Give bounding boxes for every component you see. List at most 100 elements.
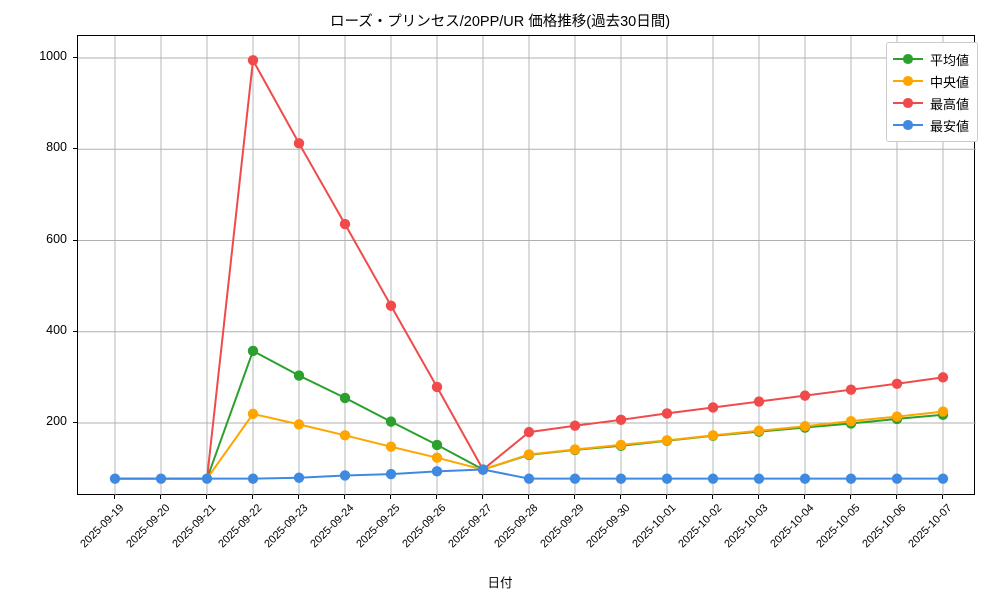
y-tick-mark bbox=[73, 148, 77, 150]
plot-area bbox=[77, 35, 976, 496]
data-point bbox=[661, 473, 673, 484]
y-tick-label: 800 bbox=[46, 140, 67, 155]
data-point bbox=[799, 473, 811, 484]
data-point bbox=[937, 473, 949, 484]
x-axis-label: 日付 bbox=[487, 576, 513, 590]
data-point bbox=[339, 218, 351, 230]
data-point bbox=[247, 473, 259, 484]
data-point bbox=[615, 473, 627, 484]
data-point bbox=[799, 420, 811, 432]
data-point bbox=[385, 416, 397, 427]
data-point bbox=[385, 300, 397, 311]
y-tick-mark bbox=[73, 330, 77, 332]
x-tick-mark bbox=[298, 495, 299, 499]
y-tick-label: 400 bbox=[46, 322, 67, 337]
data-point bbox=[845, 384, 857, 395]
data-point bbox=[523, 473, 535, 484]
data-point bbox=[569, 473, 581, 484]
legend-item-3[interactable]: 最安値 bbox=[892, 114, 969, 136]
data-point bbox=[523, 426, 535, 438]
x-tick-mark bbox=[804, 495, 805, 499]
data-point bbox=[707, 473, 719, 484]
x-tick-mark bbox=[528, 495, 529, 499]
data-point bbox=[661, 435, 673, 446]
y-tick-label: 1000 bbox=[39, 49, 67, 63]
data-point bbox=[247, 55, 259, 66]
x-tick-mark bbox=[390, 495, 391, 499]
data-point bbox=[707, 430, 719, 441]
data-point bbox=[661, 408, 673, 419]
data-point bbox=[753, 473, 765, 484]
data-point bbox=[891, 378, 903, 389]
legend-item-2[interactable]: 最高値 bbox=[892, 92, 969, 114]
data-point bbox=[615, 439, 627, 451]
data-point bbox=[753, 396, 765, 407]
legend-marker-icon bbox=[892, 74, 923, 88]
y-tick-mark bbox=[73, 239, 77, 241]
legend-label: 最高値 bbox=[929, 96, 969, 112]
x-tick-mark bbox=[758, 495, 759, 499]
data-point bbox=[523, 449, 535, 460]
data-point bbox=[155, 473, 167, 484]
data-point bbox=[431, 452, 443, 463]
legend-marker-icon bbox=[892, 52, 923, 66]
data-point bbox=[431, 381, 443, 393]
x-tick-mark bbox=[620, 495, 621, 499]
data-point bbox=[339, 470, 351, 481]
y-tick-label: 600 bbox=[46, 231, 67, 246]
data-point bbox=[247, 408, 259, 420]
data-point bbox=[431, 439, 443, 451]
data-point bbox=[707, 402, 719, 413]
data-point bbox=[569, 444, 581, 455]
x-tick-mark bbox=[344, 495, 345, 499]
data-point bbox=[339, 392, 351, 404]
legend-label: 平均値 bbox=[929, 52, 969, 68]
data-point bbox=[569, 420, 581, 431]
data-point bbox=[891, 411, 903, 422]
x-tick-mark bbox=[482, 495, 483, 499]
data-point bbox=[385, 468, 397, 480]
y-tick-label: 200 bbox=[46, 414, 67, 428]
x-tick-mark bbox=[160, 495, 161, 499]
legend-marker-icon bbox=[892, 96, 923, 110]
y-tick-mark bbox=[73, 422, 77, 423]
legend: 平均値中央値最高値最安値 bbox=[885, 42, 978, 142]
x-tick-mark bbox=[114, 495, 115, 499]
grid-lines bbox=[78, 36, 976, 496]
x-tick-mark bbox=[712, 495, 713, 499]
data-series-layer bbox=[109, 55, 949, 484]
legend-item-0[interactable]: 平均値 bbox=[892, 48, 969, 70]
series-line-1 bbox=[114, 410, 944, 480]
data-point bbox=[845, 415, 857, 427]
data-point bbox=[201, 473, 213, 484]
x-tick-mark bbox=[850, 495, 851, 499]
data-point bbox=[477, 464, 489, 475]
data-point bbox=[293, 138, 305, 149]
x-tick-mark bbox=[942, 495, 943, 499]
data-point bbox=[385, 441, 397, 452]
data-point bbox=[293, 419, 305, 430]
legend-marker-icon bbox=[892, 118, 923, 132]
legend-item-1[interactable]: 中央値 bbox=[892, 70, 969, 92]
data-point bbox=[615, 414, 627, 426]
data-point bbox=[109, 473, 121, 484]
y-tick-mark bbox=[73, 57, 77, 58]
data-point bbox=[753, 425, 765, 436]
legend-label: 最安値 bbox=[929, 118, 969, 134]
chart-title: ローズ・プリンセス/20PP/UR 価格推移(過去30日間) bbox=[329, 14, 671, 30]
x-tick-mark bbox=[252, 495, 253, 499]
x-tick-mark bbox=[436, 495, 437, 499]
x-tick-mark bbox=[206, 495, 207, 499]
legend-label: 中央値 bbox=[929, 74, 969, 90]
x-tick-mark bbox=[666, 495, 667, 499]
series-line-2 bbox=[114, 59, 944, 480]
data-point bbox=[937, 406, 949, 417]
data-point bbox=[293, 472, 305, 483]
data-point bbox=[891, 473, 903, 484]
x-tick-mark bbox=[896, 495, 897, 499]
data-point bbox=[937, 372, 949, 383]
data-point bbox=[293, 370, 305, 381]
x-tick-mark bbox=[574, 495, 575, 499]
data-point bbox=[845, 473, 857, 484]
